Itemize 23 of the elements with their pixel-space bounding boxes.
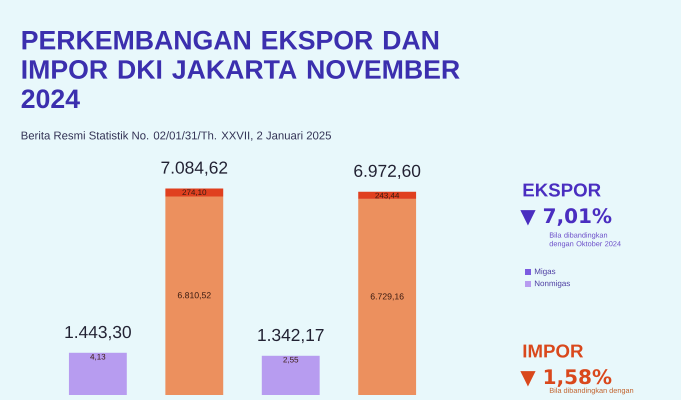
legend-label: Nonmigas xyxy=(534,280,570,288)
chart-subtitle: Berita Resmi Statistik No. 02/01/31/Th. XXVII, 2 Januari 2025 xyxy=(22,131,331,141)
total-label: 7.084,62 xyxy=(161,161,228,176)
total-label: 1.342,17 xyxy=(258,328,324,344)
data-label: 6.810,52 xyxy=(178,292,211,300)
bar xyxy=(262,356,320,395)
bar xyxy=(165,188,224,196)
bar xyxy=(358,198,416,395)
text: EKSPOR xyxy=(524,183,601,197)
legend-label: Migas xyxy=(534,268,556,276)
text: ▼ 1,58% xyxy=(520,369,612,387)
data-label: 243,44 xyxy=(375,192,400,200)
bar xyxy=(165,196,224,395)
text: ▼ 7,01% xyxy=(520,208,612,226)
bar xyxy=(68,353,127,395)
text: IMPOR xyxy=(524,344,584,358)
data-label: 274,10 xyxy=(182,189,206,196)
chart-title: PERKEMBANGAN EKSPOR DAN IMPOR DKI JAKARTA NOVEMBER 2024 xyxy=(22,30,460,108)
total-label: 6.972,60 xyxy=(354,164,420,180)
data-label: 6.729,16 xyxy=(370,293,404,301)
total-label: 1.443,30 xyxy=(65,326,131,340)
data-label: 4,13 xyxy=(90,354,106,360)
data-label: 2,55 xyxy=(283,356,298,364)
